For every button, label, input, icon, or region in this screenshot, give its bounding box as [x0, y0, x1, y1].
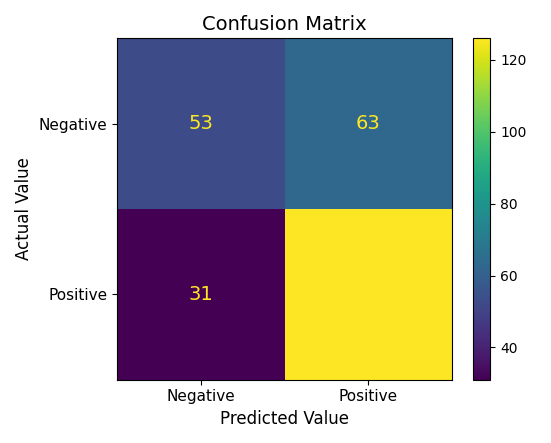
Text: 63: 63 — [356, 114, 381, 133]
Title: Confusion Matrix: Confusion Matrix — [202, 15, 367, 34]
X-axis label: Predicted Value: Predicted Value — [220, 410, 349, 428]
Text: 126: 126 — [350, 285, 387, 304]
Text: 53: 53 — [188, 114, 213, 133]
Text: 31: 31 — [188, 285, 213, 304]
Y-axis label: Actual Value: Actual Value — [15, 158, 33, 260]
